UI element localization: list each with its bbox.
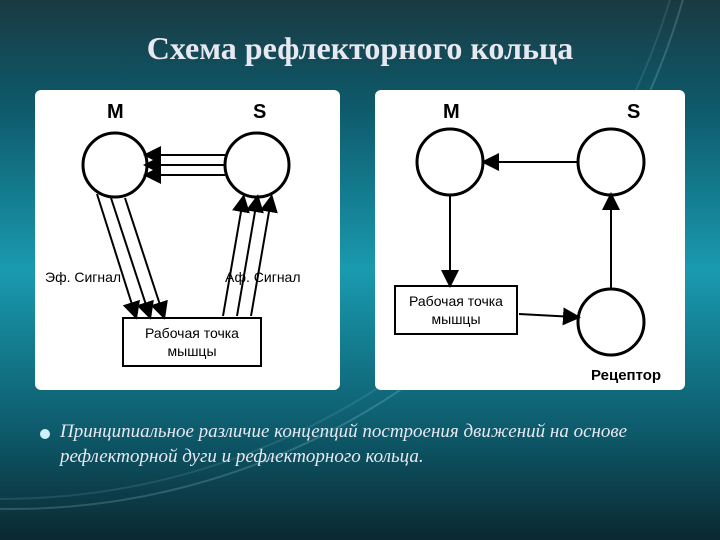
bullet-icon [40,429,50,439]
circle-s [578,129,644,195]
bullet-item: Принципиальное различие концепций постро… [40,420,670,469]
bullet-text: Принципиальное различие концепций постро… [60,420,670,469]
circle-receptor [578,289,644,355]
box-line2: мышцы [168,343,217,359]
label-s: S [627,101,640,123]
label-m: M [107,101,124,123]
circle-s [225,133,289,197]
circle-m [83,133,147,197]
page-title: Схема рефлекторного кольца [0,30,720,67]
diagram-left-svg: M S Эф. Сигнал Аф. Сигнал Рабочая точка … [35,90,340,390]
box-line1: Рабочая точка [145,325,239,341]
diagram-right-svg: M S Рабочая точка мышцы Рецептор [375,90,685,390]
circle-m [417,129,483,195]
label-m: M [443,101,460,123]
diagram-right: M S Рабочая точка мышцы Рецептор [375,90,685,390]
diagram-area: M S Эф. Сигнал Аф. Сигнал Рабочая точка … [35,90,685,400]
box-line2: мышцы [432,311,481,327]
label-receptor: Рецептор [591,367,661,384]
label-af: Аф. Сигнал [225,269,301,285]
box-line1: Рабочая точка [409,293,503,309]
diagram-left: M S Эф. Сигнал Аф. Сигнал Рабочая точка … [35,90,340,390]
label-ef: Эф. Сигнал [45,269,121,285]
label-s: S [253,101,266,123]
